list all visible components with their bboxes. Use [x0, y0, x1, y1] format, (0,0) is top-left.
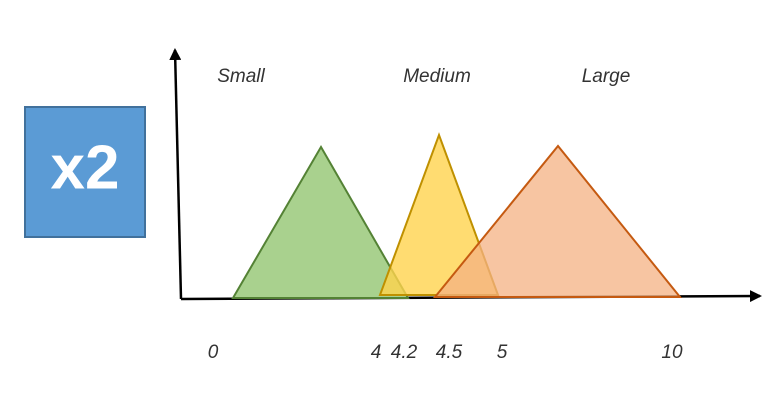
tick-label: 4.5 [436, 342, 463, 363]
tick-label: 10 [661, 342, 683, 363]
badge-box [24, 106, 146, 238]
tick-label: 5 [497, 342, 508, 363]
tick-label: 0 [208, 342, 219, 363]
set-label: Small [217, 66, 265, 87]
small-triangle [231, 145, 410, 299]
large-triangle [432, 144, 683, 298]
set-label: Medium [403, 66, 471, 87]
tick-label: 4 [371, 342, 382, 363]
set-label: Large [582, 66, 631, 87]
tick-label: 4.2 [391, 342, 418, 363]
badge-label: x2 [51, 134, 120, 203]
y-axis [169, 48, 183, 300]
